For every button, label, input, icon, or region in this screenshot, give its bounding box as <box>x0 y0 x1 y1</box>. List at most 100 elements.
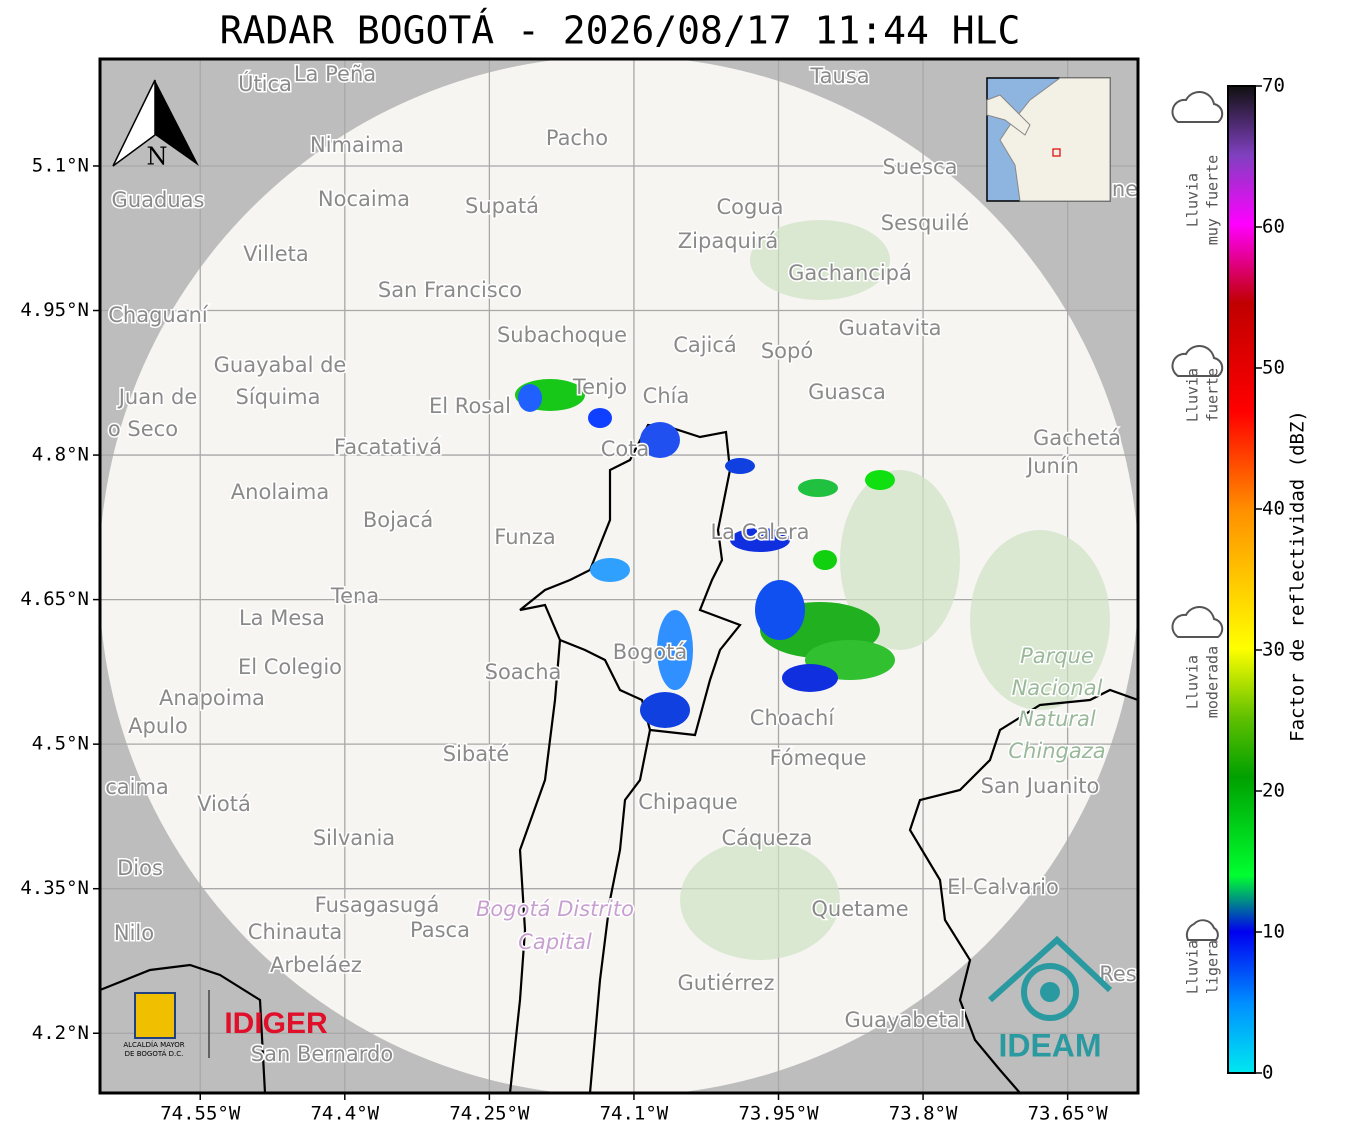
place-label: Choachí <box>750 706 836 730</box>
x-tick-label: 74.25°W <box>449 1103 530 1125</box>
y-tick-label: 4.8°N <box>32 444 89 466</box>
place-label: Chingaza <box>1008 739 1105 763</box>
colorbar-tick-label: 40 <box>1262 498 1285 520</box>
x-tick-label: 73.65°W <box>1028 1103 1109 1125</box>
colorbar-tick-label: 20 <box>1262 780 1285 802</box>
place-label: Arbeláez <box>270 953 362 977</box>
place-label: Fómeque <box>769 746 866 770</box>
place-label: Junín <box>1025 454 1079 478</box>
rain-category: muy fuerte <box>1204 155 1222 245</box>
place-label: Apulo <box>128 714 188 738</box>
place-label: Síquima <box>236 385 321 409</box>
map-frame <box>98 57 1140 1095</box>
colorbar-tick-label: 60 <box>1262 216 1285 238</box>
place-label: Dios <box>117 856 163 880</box>
place-label: Juan de <box>117 385 198 409</box>
place-label: Suesca <box>883 155 958 179</box>
place-label: Chaguaní <box>108 303 209 327</box>
place-label: Guasca <box>808 380 886 404</box>
place-label: Nimaima <box>310 133 404 157</box>
map: Útica La Peña Tausa Pacho Nimaima Suesca Guadu… <box>100 59 1138 1093</box>
place-label: Gachetá <box>1033 426 1121 450</box>
logo-text: IDIGER <box>224 1007 328 1040</box>
place-label: Sesquilé <box>881 211 969 235</box>
rain-category: ligera <box>1204 940 1222 994</box>
rain-category: moderada <box>1204 646 1222 718</box>
place-label: ne <box>1112 177 1138 201</box>
y-tick-label: 4.2°N <box>32 1022 89 1044</box>
place-label: El Colegio <box>238 655 342 679</box>
place-label: Viotá <box>197 792 251 816</box>
place-label: Nocaima <box>318 187 410 211</box>
place-label: Cota <box>601 437 650 461</box>
place-label: San Bernardo <box>251 1042 393 1066</box>
logos: ALCALDÍA MAYOR DE BOGOTÁ D.C. IDIGER IDE… <box>123 935 1113 1063</box>
x-tick-label: 74.55°W <box>160 1103 241 1125</box>
place-label: Gachancipá <box>788 261 912 285</box>
place-label: o Seco <box>108 417 178 441</box>
place-label: Funza <box>494 525 555 549</box>
place-label: Bojacá <box>363 508 433 532</box>
place-label: Guayabal de <box>214 353 347 377</box>
place-label: El Calvario <box>947 875 1059 899</box>
place-label: Guatavita <box>839 316 942 340</box>
y-tick-label: 5.1°N <box>32 154 89 176</box>
colorbar <box>1227 85 1256 1074</box>
place-label: Nacional <box>1012 676 1103 700</box>
boundaries <box>100 423 1138 1093</box>
place-label: Tena <box>330 584 379 608</box>
place-label: San Francisco <box>378 278 522 302</box>
x-tick-label: 73.95°W <box>738 1103 819 1125</box>
place-label: Parque <box>1020 644 1094 668</box>
place-label: Subachoque <box>497 323 627 347</box>
place-label: La Calera <box>710 520 809 544</box>
colorbar-tick-label: 30 <box>1262 639 1285 661</box>
colorbar-axis: 0 10 20 30 40 50 60 70 <box>1255 75 1285 1084</box>
place-label: Gutiérrez <box>678 971 775 995</box>
place-label: Pacho <box>546 126 608 150</box>
rain-category: Lluvia <box>1184 173 1202 227</box>
place-label: Anapoima <box>159 686 265 710</box>
place-label: Cajicá <box>673 333 737 357</box>
place-label: Villeta <box>243 242 308 266</box>
colorbar-tick-label: 10 <box>1262 921 1285 943</box>
colorbar-tick-label: 50 <box>1262 357 1285 379</box>
north-arrow: N <box>112 79 199 171</box>
place-label: Anolaima <box>231 480 329 504</box>
axes: 74.55°W 74.4°W 74.25°W 74.1°W 73.95°W 73.8°W 7… <box>20 154 1108 1124</box>
place-label: Soacha <box>485 660 562 684</box>
terrain <box>680 220 1110 960</box>
place-label: Bogotá <box>613 640 688 664</box>
place-label: La Peña <box>294 62 376 86</box>
place-label: Tausa <box>809 64 869 88</box>
place-label: Silvania <box>313 826 395 850</box>
place-label: Chipaque <box>638 790 738 814</box>
colorbar-tick-label: 70 <box>1262 75 1285 97</box>
place-label: Facatativá <box>334 435 442 459</box>
rain-icons <box>1171 90 1224 941</box>
x-tick-label: 74.1°W <box>600 1103 669 1125</box>
place-label: Sibaté <box>443 742 510 766</box>
place-label: Cogua <box>716 195 783 219</box>
place-label: Chía <box>643 384 690 408</box>
place-labels: Útica La Peña Tausa Pacho Nimaima Suesca Guadu… <box>104 61 1138 1068</box>
place-label: Nilo <box>114 921 154 945</box>
place-label: San Juanito <box>981 774 1100 798</box>
rain-category: fuerte <box>1204 368 1222 422</box>
place-label: Pasca <box>410 918 470 942</box>
place-label: Guayabetal <box>845 1008 966 1032</box>
rain-category: Lluvia <box>1184 368 1202 422</box>
rain-category: Lluvia <box>1184 940 1202 994</box>
logo-text: IDEAM <box>998 1027 1101 1063</box>
x-tick-label: 74.4°W <box>310 1103 379 1125</box>
place-label: Quetame <box>811 897 908 921</box>
place-label: Útica <box>238 71 292 96</box>
place-label: El Rosal <box>429 394 511 418</box>
x-tick-label: 73.8°W <box>889 1103 958 1125</box>
logo-text: ALCALDÍA MAYOR <box>123 1040 184 1049</box>
place-label: Supatá <box>465 194 539 218</box>
place-label: Cáqueza <box>722 826 813 850</box>
inset-map <box>986 77 1111 202</box>
